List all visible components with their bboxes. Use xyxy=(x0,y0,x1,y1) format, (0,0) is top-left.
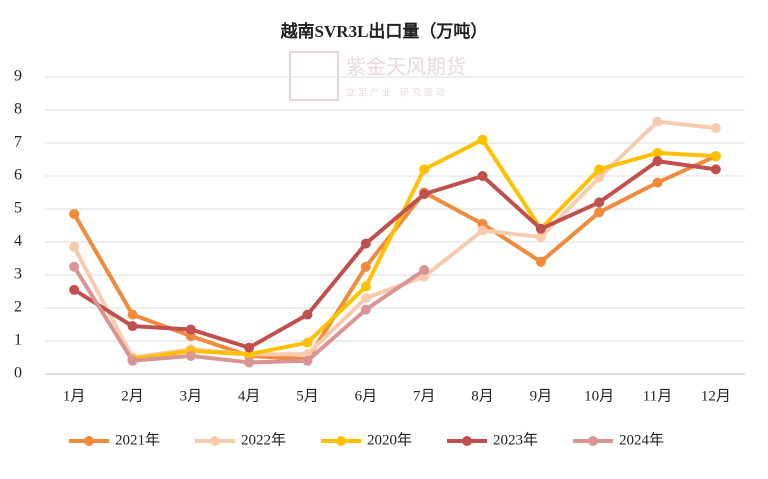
point xyxy=(652,116,663,127)
series-line xyxy=(73,159,717,350)
legend-marker xyxy=(462,436,472,446)
point xyxy=(535,223,546,234)
point xyxy=(69,208,80,219)
point xyxy=(127,355,138,366)
y-tick-label: 8 xyxy=(14,101,22,118)
x-tick-label: 7月 xyxy=(413,388,436,404)
legend-marker xyxy=(210,436,220,446)
point xyxy=(419,265,430,276)
point xyxy=(710,123,721,134)
legend-label: 2020年 xyxy=(367,431,412,448)
x-tick-label: 1月 xyxy=(63,388,86,404)
y-tick-label: 5 xyxy=(14,200,22,217)
point xyxy=(127,321,138,332)
point xyxy=(710,164,721,175)
point xyxy=(244,357,255,368)
y-tick-label: 1 xyxy=(14,332,22,349)
x-tick-label: 2月 xyxy=(121,388,144,404)
point xyxy=(360,304,371,315)
x-tick-label: 11月 xyxy=(643,388,672,404)
x-tick-label: 3月 xyxy=(180,388,203,404)
point xyxy=(302,337,313,348)
legend-marker xyxy=(336,436,346,446)
watermark: 紫金天风期货 xyxy=(346,55,466,79)
point xyxy=(244,342,255,353)
legend-label: 2023年 xyxy=(493,431,538,448)
point xyxy=(419,164,430,175)
point xyxy=(652,177,663,188)
point xyxy=(69,261,80,272)
chart-title: 越南SVR3L出口量（万吨） xyxy=(280,21,488,41)
point xyxy=(302,309,313,320)
x-tick-label: 5月 xyxy=(296,388,319,404)
y-tick-label: 0 xyxy=(14,365,22,382)
point xyxy=(360,281,371,292)
series-line xyxy=(72,119,717,360)
point xyxy=(477,171,488,181)
legend-label: 2021年 xyxy=(115,431,160,448)
point xyxy=(535,256,546,267)
point xyxy=(185,324,196,335)
x-tick-label: 10月 xyxy=(584,388,614,404)
point xyxy=(535,232,546,243)
point xyxy=(594,197,605,208)
y-tick-label: 2 xyxy=(14,299,22,316)
x-tick-label: 9月 xyxy=(530,388,553,404)
x-tick-label: 12月 xyxy=(701,388,731,404)
watermark-sub: 立足产业 研究驱动 xyxy=(346,87,448,99)
point xyxy=(477,225,488,236)
point xyxy=(127,309,138,320)
point xyxy=(360,261,371,272)
point xyxy=(477,134,488,145)
point xyxy=(360,293,371,304)
point xyxy=(69,284,80,295)
point xyxy=(594,172,605,183)
point xyxy=(419,189,430,200)
point xyxy=(594,164,605,175)
x-tick-label: 8月 xyxy=(471,388,494,404)
y-tick-label: 9 xyxy=(14,68,22,85)
point xyxy=(69,241,80,252)
legend-label: 2022年 xyxy=(241,431,286,448)
y-tick-label: 3 xyxy=(14,266,22,283)
y-tick-label: 6 xyxy=(14,167,22,184)
legend-label: 2024年 xyxy=(619,431,664,448)
watermark-seal xyxy=(289,51,339,101)
point xyxy=(652,156,663,167)
point xyxy=(302,355,313,366)
y-tick-label: 4 xyxy=(14,233,22,250)
point xyxy=(710,151,721,162)
y-tick-label: 7 xyxy=(14,134,22,151)
point xyxy=(594,207,605,218)
point xyxy=(652,147,663,158)
x-tick-label: 4月 xyxy=(238,388,261,404)
legend-marker xyxy=(588,436,598,446)
legend-marker xyxy=(84,436,94,446)
point xyxy=(360,238,371,249)
x-tick-label: 6月 xyxy=(355,388,378,404)
point xyxy=(185,350,196,361)
